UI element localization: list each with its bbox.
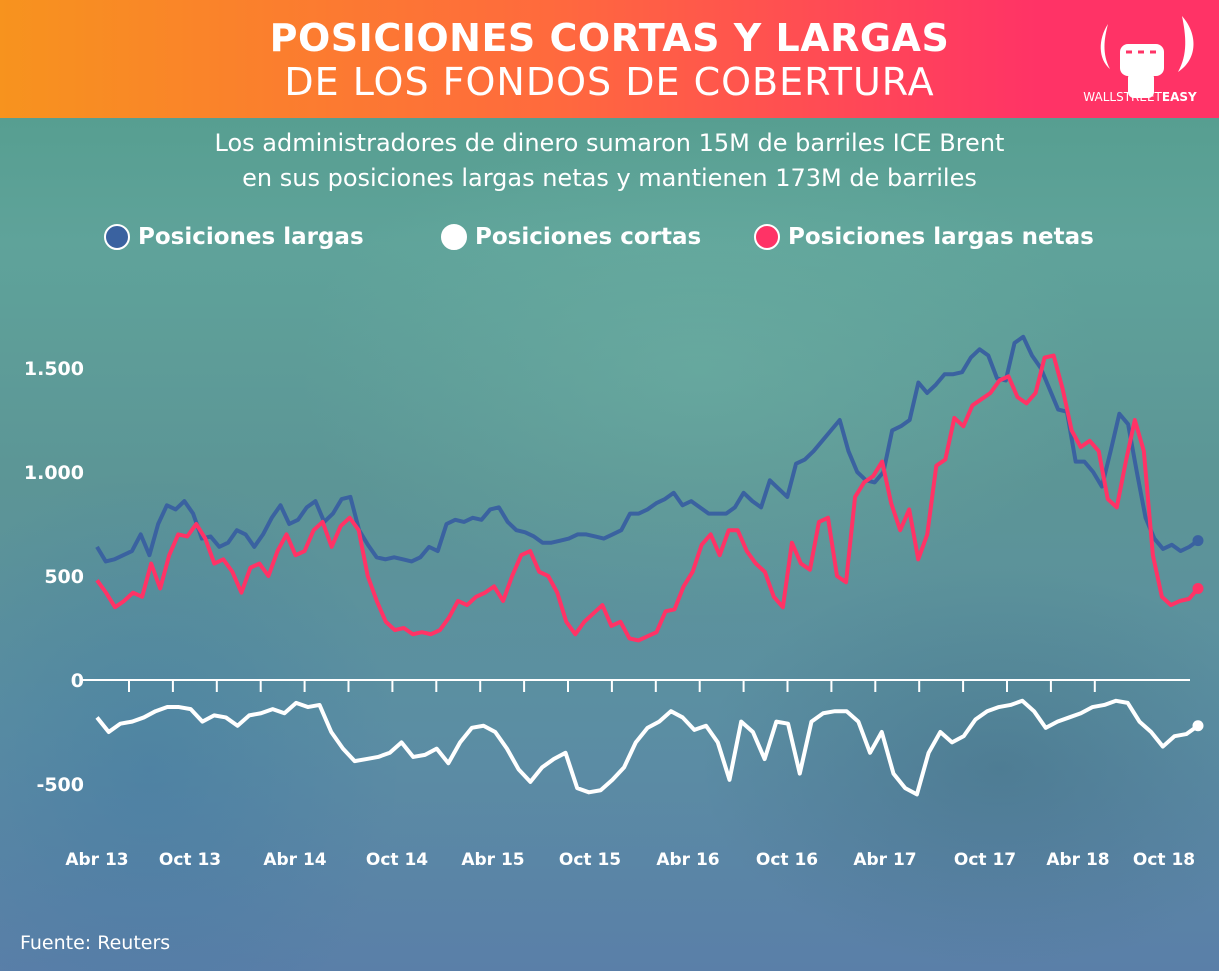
subtitle-line-1: Los administradores de dinero sumaron 15…: [214, 129, 1005, 157]
y-tick-label: -500: [36, 774, 84, 796]
legend-label-shorts: Posiciones cortas: [475, 224, 702, 250]
x-tick-label: Oct 16: [756, 850, 818, 870]
source-note: Fuente: Reuters: [20, 932, 171, 954]
legend-item-net: Posiciones largas netas: [754, 224, 1094, 250]
x-tick-label: Oct 17: [954, 850, 1016, 870]
x-tick-label: Abr 18: [1046, 850, 1109, 870]
x-tick-label: Oct 14: [366, 850, 428, 870]
x-tick-label: Oct 15: [559, 850, 621, 870]
bull-fist-logo-icon: [1100, 16, 1194, 98]
legend-swatch-longs: [104, 224, 130, 250]
x-tick-label: Oct 18: [1133, 850, 1195, 870]
legend-label-longs: Posiciones largas: [138, 224, 364, 250]
series-line-longs: [95, 334, 1200, 564]
x-tick-label: Abr 13: [65, 850, 128, 870]
x-tick-label: Abr 17: [853, 850, 916, 870]
series-end-point-net: [1192, 582, 1204, 594]
legend-swatch-net: [754, 224, 780, 250]
y-tick-label: 1.000: [24, 462, 84, 484]
x-tick-label: Oct 13: [159, 850, 221, 870]
header-banner: POSICIONES CORTAS Y LARGAS DE LOS FONDOS…: [0, 0, 1219, 118]
y-tick-label: 1.500: [24, 358, 84, 380]
title-line-1: POSICIONES CORTAS Y LARGAS: [269, 16, 950, 60]
background-image: [0, 118, 1219, 971]
y-tick-label: 500: [44, 566, 84, 588]
x-tick-label: Abr 14: [263, 850, 326, 870]
subtitle-line-2: en sus posiciones largas netas y mantien…: [242, 164, 977, 192]
x-tick-label: Abr 16: [656, 850, 719, 870]
y-tick-label: 0: [71, 670, 84, 692]
logo-wordmark: WALLSTREETEASY: [1083, 90, 1197, 104]
legend-item-shorts: Posiciones cortas: [441, 224, 701, 250]
legend-item-longs: Posiciones largas: [104, 224, 364, 250]
legend-label-net: Posiciones largas netas: [788, 224, 1094, 250]
series-end-point-longs: [1192, 535, 1204, 547]
series-line-net: [95, 353, 1200, 643]
x-tick-label: Abr 15: [461, 850, 524, 870]
series-end-point-shorts: [1192, 720, 1204, 732]
series-line-shorts: [95, 698, 1200, 797]
title-line-2: DE LOS FONDOS DE COBERTURA: [284, 60, 935, 104]
legend-swatch-shorts: [441, 224, 467, 250]
